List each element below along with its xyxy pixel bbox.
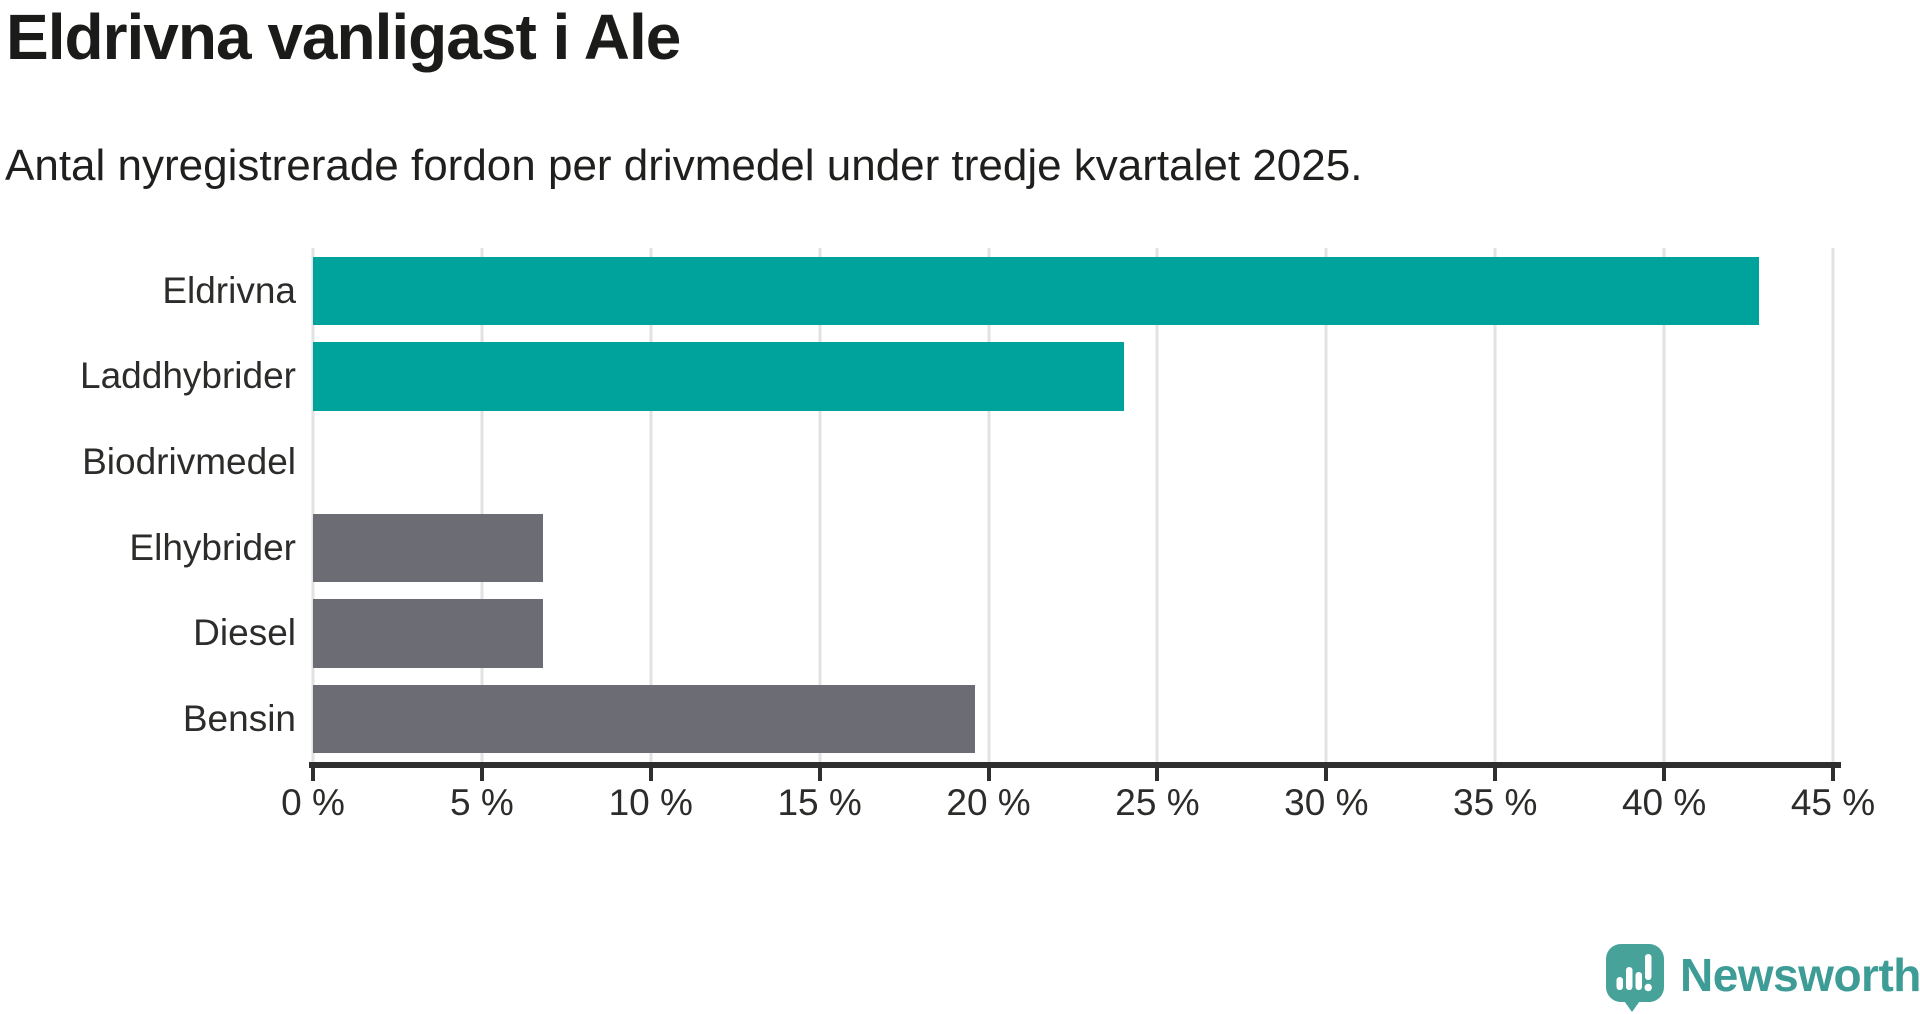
category-label: Eldrivna [162,269,296,311]
category-label: Diesel [193,612,296,654]
axis-tick-label: 5 % [449,782,514,823]
axis-tick [817,767,822,781]
bar-diesel [313,599,543,668]
bar-chart-plot-area: Eldrivna Laddhybrider Biodrivmedel Elhybrid… [80,248,1875,823]
axis-tick-label: 15 % [777,782,862,823]
axis-tick-label: 40 % [1621,782,1707,823]
axis-tick-label: 10 % [608,782,693,823]
axis-tick-label: 30 % [1284,782,1369,823]
bar-elhybrider [313,513,543,583]
axis-tick [1155,767,1160,781]
axis-tick-label: 20 % [946,782,1031,823]
grid-line [1493,248,1497,762]
newsworthy-logo: Newsworthy [1606,944,1920,1014]
axis-tick-label: 25 % [1115,782,1200,823]
category-label: Biodrivmedel [82,441,296,483]
newsworthy-logo-text: Newsworthy [1680,949,1920,1001]
grid-line [1324,248,1328,762]
category-label: Elhybrider [129,526,296,568]
axis-tick-label: 35 % [1453,782,1538,823]
grid-line [311,248,315,762]
grid-line [480,248,484,762]
bar-row: Diesel [193,591,1833,677]
newsworthy-logo-icon [1606,944,1664,1012]
chart-subtitle: Antal nyregistrerade fordon per drivmede… [5,141,1363,190]
grid-line [649,248,653,762]
grid-line [1831,248,1835,762]
axis-tick [1324,767,1329,781]
x-axis-line [309,762,1841,768]
chart-title: Eldrivna vanligast i Ale [6,1,681,73]
axis-tick [311,767,315,781]
category-label: Bensin [182,698,296,740]
axis-tick-label: 45 % [1790,782,1876,823]
grid-line [818,248,822,762]
bar-bensin [313,684,976,754]
bar-laddhybrider [313,342,1124,411]
axis-tick-label: 0 % [281,782,345,823]
bar-row: Bensin [183,676,1833,762]
axis-tick [479,767,484,781]
category-label: Laddhybrider [80,355,296,397]
bar-row: Biodrivmedel [82,419,1833,505]
axis-tick [1831,767,1835,781]
bar-row: Elhybrider [129,505,1833,591]
axis-tick [1493,767,1498,781]
axis-tick [986,767,991,781]
axis-tick [1662,767,1667,781]
bar-row: Eldrivna [162,248,1833,334]
bar-row: Laddhybrider [80,334,1833,420]
grid-line [1155,248,1159,762]
bar-eldrivna [313,256,1759,326]
grid-line [1662,248,1666,762]
axis-tick [648,767,653,781]
grid-line [987,248,991,762]
